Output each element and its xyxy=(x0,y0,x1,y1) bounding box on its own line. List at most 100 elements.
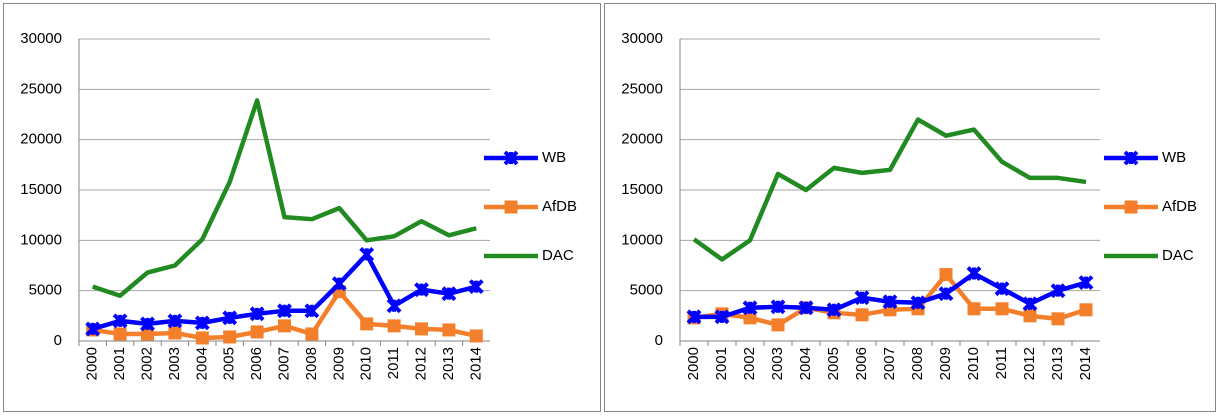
marker xyxy=(1079,303,1093,317)
y-tick-label: 15000 xyxy=(621,181,663,198)
marker xyxy=(167,313,183,329)
marker xyxy=(85,321,101,337)
legend-label: AfDB xyxy=(542,198,577,215)
marker xyxy=(995,302,1009,316)
marker xyxy=(994,281,1010,297)
marker xyxy=(304,303,320,319)
y-tick-label: 30000 xyxy=(20,30,62,47)
marker xyxy=(278,319,291,333)
marker xyxy=(414,282,429,298)
y-tick-label: 25000 xyxy=(621,80,663,97)
x-tick-label: 2008 xyxy=(909,347,926,380)
x-tick-label: 2012 xyxy=(1021,347,1038,380)
x-tick-label: 2002 xyxy=(741,347,758,380)
x-tick-label: 2007 xyxy=(275,347,292,380)
legend-label: WB xyxy=(542,149,566,166)
y-tick-label: 0 xyxy=(655,332,663,349)
x-tick-label: 2014 xyxy=(1077,347,1094,380)
marker xyxy=(503,150,519,166)
marker xyxy=(855,308,869,322)
marker xyxy=(770,299,786,315)
x-tick-label: 2005 xyxy=(825,347,842,380)
y-tick-label: 10000 xyxy=(20,231,62,248)
marker xyxy=(387,319,401,333)
marker xyxy=(798,300,814,316)
x-tick-label: 2011 xyxy=(385,347,402,379)
legend-label: AfDB xyxy=(1162,198,1197,215)
marker xyxy=(468,279,484,295)
marker xyxy=(967,302,981,316)
marker xyxy=(1023,309,1037,323)
y-tick-label: 15000 xyxy=(20,181,62,198)
y-tick-label: 30000 xyxy=(621,30,663,47)
y-tick-label: 20000 xyxy=(621,131,663,148)
marker xyxy=(249,306,265,322)
marker xyxy=(714,309,730,325)
marker xyxy=(250,325,264,339)
marker xyxy=(112,313,128,329)
marker xyxy=(415,322,428,336)
marker xyxy=(1123,150,1139,166)
marker xyxy=(1050,283,1066,299)
series-line xyxy=(692,117,1087,262)
x-tick-label: 2002 xyxy=(138,347,155,380)
marker xyxy=(140,316,155,332)
marker xyxy=(882,294,898,310)
marker xyxy=(277,303,292,319)
x-tick-label: 2013 xyxy=(1049,347,1066,380)
x-tick-label: 2001 xyxy=(713,347,730,380)
marker xyxy=(441,286,457,302)
y-tick-label: 10000 xyxy=(621,231,663,248)
x-tick-label: 2012 xyxy=(412,347,429,380)
marker xyxy=(686,309,702,325)
x-tick-label: 2003 xyxy=(166,347,183,380)
marker xyxy=(910,295,926,311)
marker xyxy=(826,302,842,318)
marker xyxy=(222,310,238,326)
legend-label: DAC xyxy=(1162,247,1194,264)
x-tick-label: 2006 xyxy=(248,347,265,380)
x-tick-label: 2004 xyxy=(193,347,210,380)
x-tick-label: 2006 xyxy=(853,347,870,380)
marker xyxy=(305,327,319,341)
marker xyxy=(469,329,483,343)
marker xyxy=(504,200,518,214)
x-tick-label: 2010 xyxy=(965,347,982,380)
x-tick-label: 2010 xyxy=(358,347,375,380)
marker xyxy=(1051,312,1065,326)
marker xyxy=(331,276,347,292)
legend-label: WB xyxy=(1162,149,1186,166)
x-tick-label: 2013 xyxy=(440,347,457,380)
marker xyxy=(442,323,456,337)
x-tick-label: 2000 xyxy=(84,347,101,380)
marker xyxy=(359,247,375,262)
marker xyxy=(1022,296,1038,312)
marker xyxy=(386,298,402,314)
marker xyxy=(966,266,982,281)
marker xyxy=(360,317,374,331)
y-tick-label: 5000 xyxy=(29,282,62,299)
x-tick-label: 2003 xyxy=(769,347,786,380)
marker xyxy=(742,300,758,316)
x-tick-label: 2007 xyxy=(881,347,898,380)
x-tick-label: 2009 xyxy=(937,347,954,380)
marker xyxy=(854,290,870,306)
x-tick-label: 2005 xyxy=(221,347,238,380)
marker xyxy=(223,330,237,344)
legend-label: DAC xyxy=(542,247,574,264)
x-tick-label: 2008 xyxy=(303,347,320,380)
marker xyxy=(168,326,182,340)
marker xyxy=(113,327,127,341)
marker xyxy=(194,315,210,331)
x-tick-label: 2009 xyxy=(330,347,347,380)
y-tick-label: 20000 xyxy=(20,131,62,148)
marker xyxy=(938,286,954,302)
marker xyxy=(1078,275,1094,291)
x-tick-label: 2001 xyxy=(111,347,128,380)
y-tick-label: 25000 xyxy=(20,80,62,97)
marker xyxy=(195,331,209,345)
series-line xyxy=(91,98,477,298)
x-tick-label: 2014 xyxy=(467,347,484,380)
x-tick-label: 2011 xyxy=(993,347,1010,379)
